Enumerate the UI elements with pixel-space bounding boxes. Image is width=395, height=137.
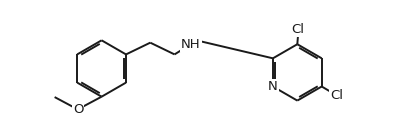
Text: N: N xyxy=(268,80,278,93)
Text: Cl: Cl xyxy=(330,89,343,102)
Text: Cl: Cl xyxy=(292,23,305,36)
Text: O: O xyxy=(73,103,83,116)
Text: NH: NH xyxy=(181,38,201,51)
